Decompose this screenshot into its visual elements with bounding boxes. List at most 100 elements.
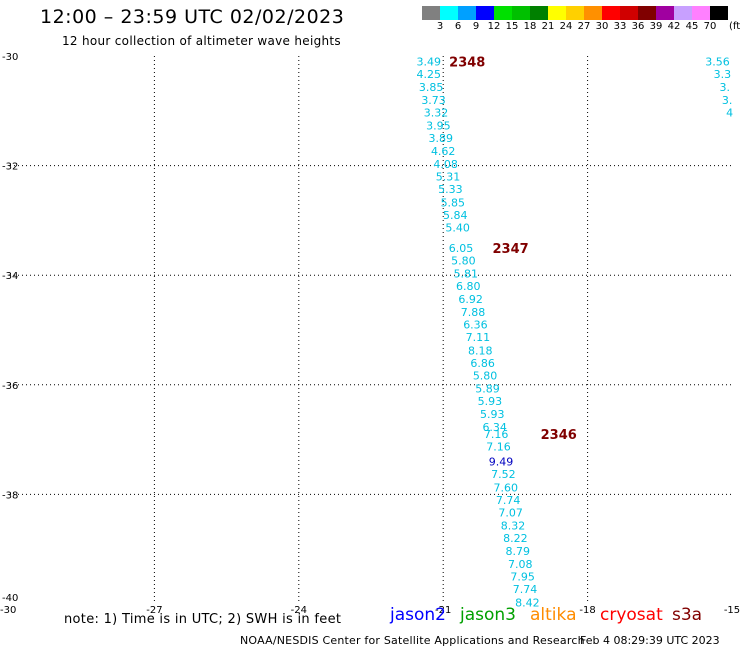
- y-tick-label: -40: [2, 593, 18, 604]
- time-label: 2346: [541, 428, 577, 443]
- swh-point-label: 7.74: [513, 583, 538, 596]
- swh-point-label: 5.33: [438, 183, 463, 196]
- x-tick-label: -24: [291, 605, 307, 616]
- footer-timestamp: Feb 4 08:29:39 UTC 2023: [580, 634, 720, 647]
- colorbar-swatch: [476, 6, 494, 20]
- swh-point-label: 5.31: [436, 171, 461, 184]
- y-tick-label: -32: [2, 162, 18, 173]
- swh-point-label: 5.81: [454, 268, 479, 281]
- colorbar-swatch: [548, 6, 566, 20]
- time-label: 2347: [492, 242, 528, 257]
- colorbar-swatch: [440, 6, 458, 20]
- colorbar-tick-label: 42: [667, 21, 681, 32]
- swh-point-label: 8.42: [515, 596, 540, 609]
- swh-point-label: 3.32: [424, 106, 449, 119]
- swh-point-label: 4.08: [433, 158, 458, 171]
- colorbar-swatch: [602, 6, 620, 20]
- y-tick-label: -36: [2, 381, 18, 392]
- y-tick-label: -38: [2, 490, 18, 501]
- colorbar-unit: (ft): [729, 21, 740, 32]
- colorbar-tick-label: 27: [577, 21, 591, 32]
- colorbar-swatch: [512, 6, 530, 20]
- swh-point-label: 6.80: [456, 280, 481, 293]
- swh-point-label: 6.86: [470, 357, 495, 370]
- swh-point-label: 8.22: [503, 532, 528, 545]
- swh-point-label: 6.34: [482, 421, 507, 434]
- y-tick-label: -30: [2, 52, 18, 63]
- colorbar-tick-label: 70: [703, 21, 717, 32]
- colorbar-tick-label: 15: [505, 21, 519, 32]
- swh-point-label: 7.07: [498, 506, 523, 519]
- colorbar-swatch: [422, 6, 440, 20]
- legend-s3a: s3a: [672, 605, 703, 625]
- legend-jason2: jason2: [390, 605, 446, 625]
- colorbar-tick-label: 21: [541, 21, 555, 32]
- swh-point-label: 5.93: [478, 395, 503, 408]
- swh-point-label: 7.16: [484, 428, 509, 441]
- colorbar-tick-label: 39: [649, 21, 663, 32]
- colorbar-swatch: [458, 6, 476, 20]
- colorbar-tick-label: 36: [631, 21, 645, 32]
- colorbar-tick-label: 45: [685, 21, 699, 32]
- time-label: 2348: [449, 55, 485, 70]
- legend-altika: altika: [530, 605, 577, 625]
- swh-point-label: 5.85: [441, 196, 466, 209]
- swh-point-label: 7.74: [496, 494, 521, 507]
- swh-point-label: 4.62: [431, 145, 456, 158]
- colorbar-tick-label: 30: [595, 21, 609, 32]
- swh-point-label: 3.3: [714, 68, 732, 81]
- swh-point-label: 8.79: [506, 545, 531, 558]
- swh-point-label: 7.60: [494, 481, 519, 494]
- colorbar-swatch: [584, 6, 602, 20]
- colorbar-swatch: [530, 6, 548, 20]
- legend-cryosat: cryosat: [600, 605, 663, 625]
- swh-point-label: 8.18: [468, 344, 493, 357]
- swh-point-label: 5.80: [451, 254, 476, 267]
- swh-point-label: 7.52: [491, 468, 516, 481]
- swh-point-label: 3.: [722, 94, 733, 107]
- swh-point-label: 5.89: [475, 383, 500, 396]
- chart-subtitle: 12 hour collection of altimeter wave hei…: [62, 34, 341, 48]
- swh-point-label: 8.32: [501, 520, 526, 533]
- colorbar-tick-label: 12: [487, 21, 501, 32]
- x-tick-label: -15: [724, 605, 740, 616]
- colorbar-tick-label: 3: [436, 21, 444, 32]
- colorbar-swatch: [566, 6, 584, 20]
- legend-jason3: jason3: [460, 605, 516, 625]
- swh-point-label: 6.36: [463, 319, 488, 332]
- swh-point-label: 7.16: [486, 441, 511, 454]
- swh-point-label: 9.49: [489, 456, 514, 469]
- colorbar-swatch: [656, 6, 674, 20]
- colorbar-swatch: [692, 6, 710, 20]
- note-text: note: 1) Time is in UTC; 2) SWH is in fe…: [64, 612, 342, 627]
- colorbar-tick-label: 33: [613, 21, 627, 32]
- swh-point-label: 3.73: [421, 94, 446, 107]
- colorbar-tick-label: 6: [454, 21, 462, 32]
- x-tick-label: -27: [146, 605, 162, 616]
- swh-point-label: 7.08: [508, 558, 533, 571]
- colorbar-swatch: [674, 6, 692, 20]
- swh-point-label: 6.92: [458, 293, 483, 306]
- x-tick-label: -21: [435, 605, 451, 616]
- swh-point-label: 5.40: [445, 222, 470, 235]
- swh-point-label: 5.84: [443, 209, 468, 222]
- colorbar-swatch: [638, 6, 656, 20]
- swh-point-label: 5.80: [473, 369, 498, 382]
- swh-point-label: 7.11: [466, 331, 491, 344]
- chart-title: 12:00 – 23:59 UTC 02/02/2023: [40, 6, 345, 28]
- swh-point-label: 3.89: [429, 132, 454, 145]
- footer-credit: NOAA/NESDIS Center for Satellite Applica…: [240, 634, 585, 647]
- colorbar-tick-label: 9: [472, 21, 480, 32]
- swh-point-label: 6.05: [449, 242, 474, 255]
- colorbar-swatch: [710, 6, 728, 20]
- y-tick-label: -34: [2, 271, 18, 282]
- swh-point-label: 5.93: [480, 408, 505, 421]
- swh-point-label: 3.49: [417, 55, 442, 68]
- x-tick-label: -30: [0, 605, 16, 616]
- colorbar-swatch: [620, 6, 638, 20]
- colorbar-tick-label: 24: [559, 21, 573, 32]
- swh-point-label: 3.85: [419, 81, 444, 94]
- colorbar-tick-label: 18: [523, 21, 537, 32]
- swh-point-label: 7.88: [461, 306, 486, 319]
